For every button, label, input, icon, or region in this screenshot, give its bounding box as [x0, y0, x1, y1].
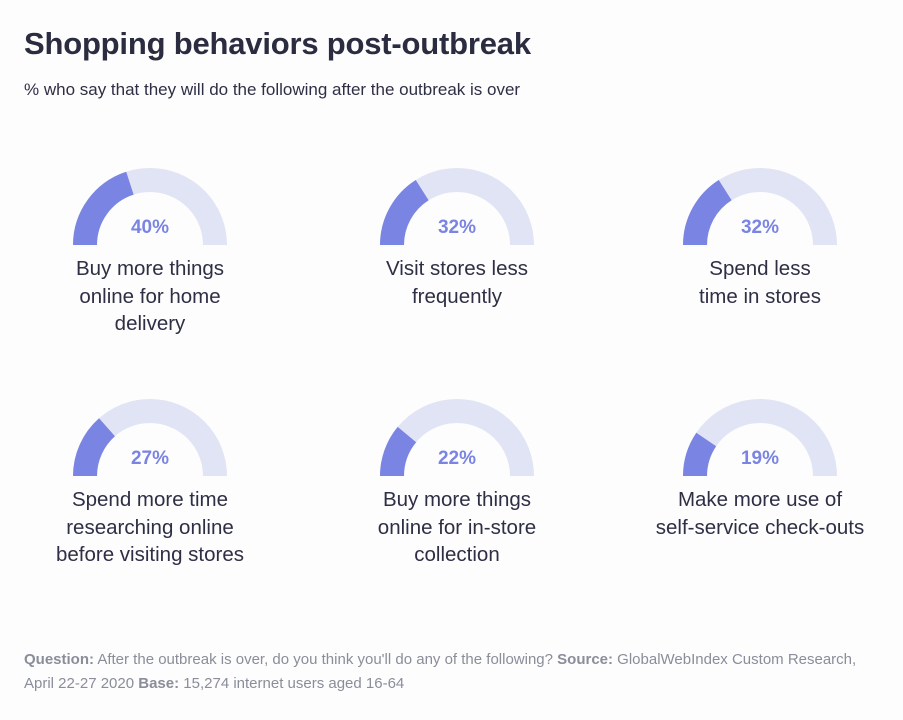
gauge-fill [683, 432, 717, 477]
gauge-svg [683, 168, 837, 246]
gauge-label-line: time in stores [699, 284, 821, 308]
gauge-svg [73, 168, 227, 246]
gauge-svg [73, 399, 227, 477]
chart-subtitle: % who say that they will do the followin… [24, 80, 521, 99]
gauge-fill [73, 418, 116, 477]
question-text: After the outbreak is over, do you think… [94, 651, 558, 668]
gauge-fill [73, 171, 135, 246]
gauge-label-line: before visiting stores [55, 543, 244, 566]
gauge-label-line: Buy more things [382, 488, 532, 511]
gauge-svg [380, 399, 534, 477]
gauge-label-line: Make more use of [677, 488, 843, 511]
gauge-value-label: 32% [437, 217, 477, 238]
gauge-value-label: 22% [437, 448, 477, 469]
base-label: Base: [138, 675, 180, 692]
gauge-label-line: online for home [79, 284, 221, 308]
gauge-label-line: Spend less [709, 257, 811, 280]
gauge-category-label: Buy more things online for in-store collec… [307, 486, 607, 569]
gauge-label-line: self-service check-outs [655, 515, 865, 539]
gauge-label-line: researching online [66, 515, 234, 539]
gauge-label-line: collection [414, 543, 500, 566]
gauge-label-line: delivery [114, 312, 186, 335]
gauge-label-line: frequently [411, 284, 503, 308]
gauge-category-label: Buy more things online for home delivery [0, 255, 300, 338]
question-label: Question: [24, 651, 94, 668]
gauge-fill [380, 426, 417, 477]
gauge-value-label: 32% [740, 217, 780, 238]
gauge-fill [683, 179, 733, 246]
gauge-value-label: 19% [740, 448, 780, 469]
footer-note: Question: After the outbreak is over, do… [24, 648, 884, 696]
chart-title: Shopping behaviors post-outbreak [24, 26, 531, 61]
gauge-category-label: Visit stores less frequently [307, 255, 607, 310]
gauge-category-label: Spend more time researching online before … [0, 486, 300, 569]
gauge-category-label: Make more use of self-service check-outs [610, 486, 903, 541]
gauge-svg [380, 168, 534, 246]
gauge-label-line: online for in-store [377, 515, 537, 539]
gauge-value-label: 27% [130, 448, 170, 469]
source-label: Source: [557, 651, 614, 668]
gauge-value-label: 40% [130, 217, 170, 238]
gauge-fill [380, 179, 430, 246]
gauge-svg [683, 399, 837, 477]
gauge-label-line: Buy more things [75, 257, 225, 280]
gauge-label-line: Spend more time [71, 488, 229, 511]
gauge-label-line: Visit stores less [385, 257, 529, 280]
source-text: GlobalWebIndex Custom Research, April 22… [24, 651, 857, 692]
base-text: 15,274 internet users aged 16-64 [179, 675, 405, 692]
gauge-category-label: Spend less time in stores [610, 255, 903, 310]
